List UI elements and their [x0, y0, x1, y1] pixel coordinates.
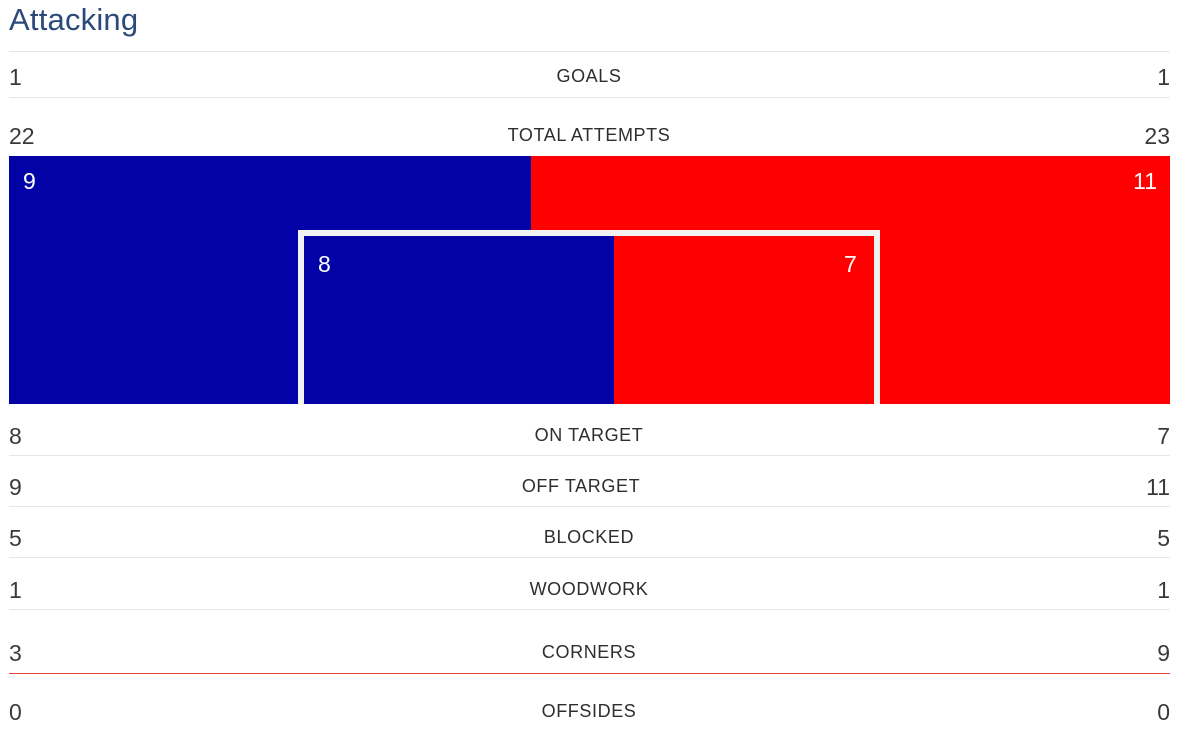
home-value: 22: [9, 123, 35, 149]
stat-label: GOALS: [556, 66, 622, 86]
off-target-away-count: 11: [1133, 168, 1157, 194]
home-value: 8: [9, 423, 22, 449]
on-target-home-count: 8: [318, 251, 331, 277]
stat-label: OFF TARGET: [521, 476, 641, 496]
stat-row-total-attempts: 22 TOTAL ATTEMPTS 23: [0, 117, 1178, 157]
stat-row-on-target: 8 ON TARGET 7: [0, 417, 1178, 457]
stat-label: WOODWORK: [529, 579, 649, 599]
divider: [9, 673, 1170, 674]
stat-row-woodwork: 1 WOODWORK 1: [0, 571, 1178, 611]
away-value: 23: [1144, 123, 1170, 149]
divider: [9, 609, 1170, 610]
stat-row-goals: 1 GOALS 1: [0, 58, 1178, 98]
divider: [9, 51, 1170, 52]
stat-label: OFFSIDES: [541, 701, 637, 721]
divider: [9, 455, 1170, 456]
away-value: 7: [1157, 423, 1170, 449]
home-value: 9: [9, 474, 22, 500]
away-value: 1: [1157, 64, 1170, 90]
stat-row-off-target: 9 OFF TARGET 11: [0, 468, 1178, 508]
stat-label: ON TARGET: [534, 425, 644, 445]
stat-row-blocked: 5 BLOCKED 5: [0, 519, 1178, 559]
away-value: 0: [1157, 699, 1170, 725]
section-title: Attacking: [9, 2, 139, 37]
home-value: 0: [9, 699, 22, 725]
home-value: 1: [9, 577, 22, 603]
home-value: 1: [9, 64, 22, 90]
stat-label: TOTAL ATTEMPTS: [507, 125, 671, 145]
divider: [9, 97, 1170, 98]
stat-label: BLOCKED: [543, 527, 635, 547]
on-target-home-area: [310, 236, 614, 404]
stat-row-offsides: 0 OFFSIDES 0: [0, 693, 1178, 733]
away-value: 9: [1157, 640, 1170, 666]
on-target-away-count: 7: [844, 251, 857, 277]
stat-label: CORNERS: [541, 642, 637, 662]
off-target-home-count: 9: [23, 168, 36, 194]
goal-frame: 8 7: [298, 230, 880, 404]
away-value: 5: [1157, 525, 1170, 551]
stat-row-corners: 3 CORNERS 9: [0, 634, 1178, 674]
home-value: 3: [9, 640, 22, 666]
away-value: 1: [1157, 577, 1170, 603]
away-value: 11: [1146, 474, 1170, 500]
on-target-away-area: [614, 236, 874, 404]
attempts-goal-graphic: 9 11 8 7: [9, 156, 1170, 404]
divider: [9, 506, 1170, 507]
divider: [9, 557, 1170, 558]
home-value: 5: [9, 525, 22, 551]
